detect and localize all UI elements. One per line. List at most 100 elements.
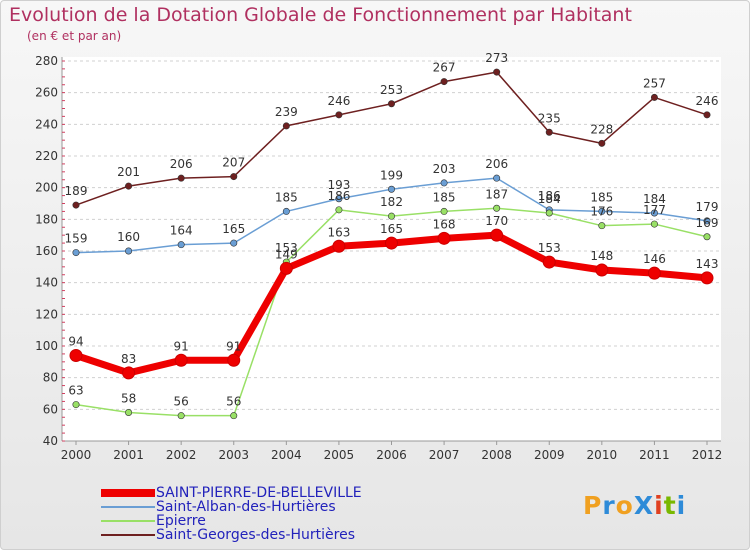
x-tick-label: 2005 [324,448,355,462]
logo-letter: r [602,491,616,520]
data-label: 164 [170,224,193,238]
data-point [647,266,661,280]
data-point [69,349,83,362]
y-tick-label: 220 [35,149,58,163]
legend-swatch [101,489,155,497]
logo-letter: X [633,491,655,520]
x-tick-label: 2000 [61,448,92,462]
x-tick-label: 2001 [113,448,144,462]
x-tick-label: 2012 [692,448,723,462]
data-label: 187 [485,187,508,201]
data-label: 228 [590,122,613,136]
data-label: 94 [68,335,83,349]
data-point [177,412,185,420]
data-label: 163 [327,225,350,239]
data-point [650,220,658,228]
legend-swatch [101,520,155,522]
y-tick-label: 80 [43,371,58,385]
y-tick-label: 180 [35,212,58,226]
legend-label: Epierre [156,513,206,529]
data-point [703,233,711,241]
data-point [335,195,343,203]
data-label: 206 [170,157,193,171]
data-point [650,93,658,101]
data-label: 267 [433,61,456,75]
legend-swatch [101,506,155,508]
data-point [598,222,606,230]
data-point [125,408,133,416]
legend-label: SAINT-PIERRE-DE-BELLEVILLE [156,485,362,501]
data-label: 159 [65,232,88,246]
data-label: 58 [121,392,136,406]
data-point [227,353,241,367]
data-label: 239 [275,105,298,119]
data-label: 186 [538,189,561,203]
data-point [493,174,501,182]
data-point [230,239,238,247]
logo-letter: i [654,491,664,520]
data-point [279,261,293,275]
y-tick-label: 200 [35,181,58,195]
data-label: 203 [433,162,456,176]
data-label: 160 [117,230,140,244]
data-point [387,100,395,108]
x-tick-label: 2009 [534,448,565,462]
data-point [493,204,501,212]
data-point [282,122,290,130]
data-label: 235 [538,111,561,125]
x-tick-label: 2002 [166,448,197,462]
y-tick-label: 60 [43,402,58,416]
y-tick-label: 100 [35,339,58,353]
data-point [387,212,395,220]
data-label: 153 [275,241,298,255]
data-point [122,366,136,380]
data-point [335,111,343,119]
x-tick-label: 2011 [639,448,670,462]
data-label: 185 [590,190,613,204]
data-label: 246 [696,94,719,108]
data-label: 165 [380,222,403,236]
data-label: 165 [222,222,245,236]
data-label: 184 [643,192,666,206]
data-point [490,228,504,242]
data-point [700,271,714,285]
y-tick-label: 120 [35,307,58,321]
logo-letter: P [583,491,603,520]
data-point [440,78,448,86]
data-point [230,412,238,420]
data-point [703,111,711,119]
logo-letter: i [676,491,687,520]
data-point [385,236,398,250]
data-label: 185 [433,190,456,204]
data-label: 153 [538,241,561,255]
data-label: 176 [590,205,613,219]
chart-title: Evolution de la Dotation Globale de Fonc… [9,4,632,26]
x-tick-label: 2008 [481,448,512,462]
x-tick-label: 2007 [429,448,460,462]
data-point [72,201,80,209]
data-label: 253 [380,83,403,97]
data-label: 206 [485,157,508,171]
data-label: 91 [174,339,189,353]
data-label: 199 [380,168,403,182]
y-tick-label: 160 [35,244,58,258]
data-label: 186 [327,189,350,203]
data-point [437,231,451,245]
y-tick-label: 280 [35,54,58,68]
data-label: 179 [696,200,719,214]
data-point [125,247,133,255]
data-point [545,209,553,217]
y-tick-label: 240 [35,117,58,131]
data-point [440,207,448,215]
data-label: 182 [380,195,403,209]
legend-swatch [101,534,155,536]
data-label: 149 [275,247,298,261]
data-label: 273 [485,51,508,65]
data-point [545,128,553,136]
data-point [332,239,346,253]
x-tick-label: 2004 [271,448,302,462]
logo-letter: o [615,491,634,520]
data-point [493,68,501,76]
